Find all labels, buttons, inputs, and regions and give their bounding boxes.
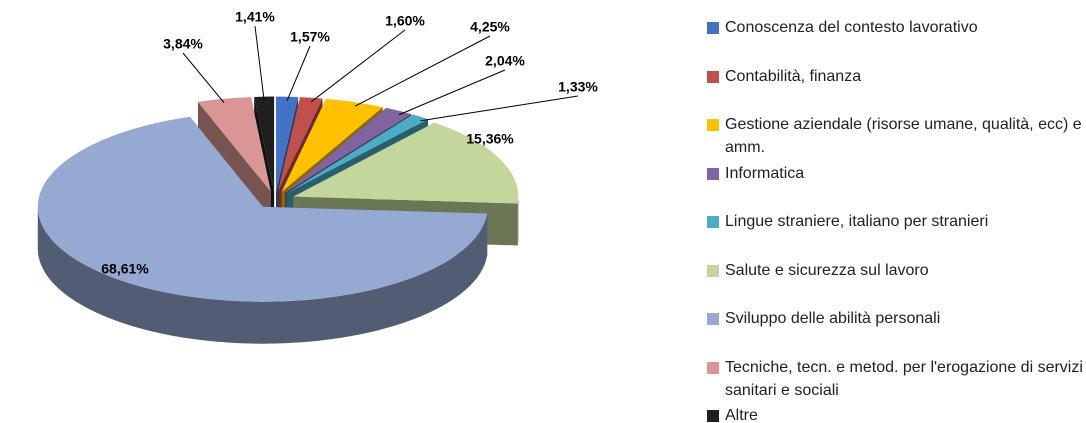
data-label: 3,84% — [163, 36, 203, 52]
legend-label: Tecniche, tecn. e metod. per l'erogazion… — [725, 358, 1083, 399]
legend-label: Gestione aziendale (risorse umane, quali… — [725, 116, 1082, 156]
legend-swatch — [707, 264, 719, 277]
slice — [254, 96, 275, 192]
slice — [275, 96, 299, 192]
slice — [277, 97, 323, 192]
legend-swatch — [707, 70, 719, 83]
legend-swatch — [707, 22, 719, 34]
legend-item: Lingue straniere, italiano per stranieri — [707, 210, 1086, 233]
data-label: 4,25% — [470, 19, 510, 35]
leader-line — [420, 95, 579, 122]
slice — [197, 97, 271, 192]
legend-swatch — [707, 167, 719, 180]
slice — [281, 98, 383, 193]
data-label: 68,61% — [101, 261, 149, 277]
legend-item: Conoscenza del contesto lavorativo — [707, 16, 1086, 39]
leader-line — [182, 52, 225, 104]
leader-line — [398, 69, 506, 116]
legend-swatch — [707, 410, 719, 422]
data-label: 15,36% — [466, 131, 514, 147]
leader-line — [286, 45, 311, 101]
legend-label: Lingue straniere, italiano per stranieri — [725, 213, 989, 230]
legend-item: Tecniche, tecn. e metod. per l'erogazion… — [707, 356, 1086, 402]
legend-label: Sviluppo delle abilità personali — [725, 310, 941, 327]
leader-line — [311, 29, 406, 103]
legend-swatch — [707, 119, 719, 131]
slice-wall — [37, 206, 488, 344]
legend-item: Gestione aziendale (risorse umane, quali… — [707, 113, 1086, 159]
legend-item: Informatica — [707, 162, 1086, 185]
legend-swatch — [707, 361, 719, 374]
legend-item: Altre — [707, 404, 1086, 423]
pie-area: 1,57% 1,60% 4,25% 2,04% 1,33% 15,36% 68,61% 3,8… — [37, 9, 598, 344]
slice — [37, 116, 488, 302]
slice — [293, 122, 519, 204]
legend-label: Informatica — [725, 164, 805, 182]
slice — [285, 107, 412, 193]
legend-swatch — [707, 313, 719, 325]
data-label: 1,57% — [290, 29, 330, 45]
data-label: 2,04% — [485, 53, 525, 69]
slice — [286, 114, 428, 194]
legend-item: Salute e sicurezza sul lavoro — [707, 259, 1086, 282]
legend-label: Salute e sicurezza sul lavoro — [725, 261, 929, 279]
legend-item: Contabilità, finanza — [707, 65, 1086, 88]
leader-line — [254, 25, 265, 101]
data-label: 1,41% — [235, 9, 275, 25]
data-label: 1,33% — [558, 79, 598, 95]
legend-label: Conoscenza del contesto lavorativo — [725, 19, 978, 36]
legend-label: Altre — [725, 407, 758, 423]
slice-wall — [517, 196, 519, 246]
leader-line — [354, 35, 491, 107]
legend-swatch — [707, 216, 719, 228]
legend-label: Contabilità, finanza — [725, 67, 862, 85]
legend-item: Sviluppo delle abilità personali — [707, 307, 1086, 330]
data-label: 1,60% — [385, 13, 425, 29]
